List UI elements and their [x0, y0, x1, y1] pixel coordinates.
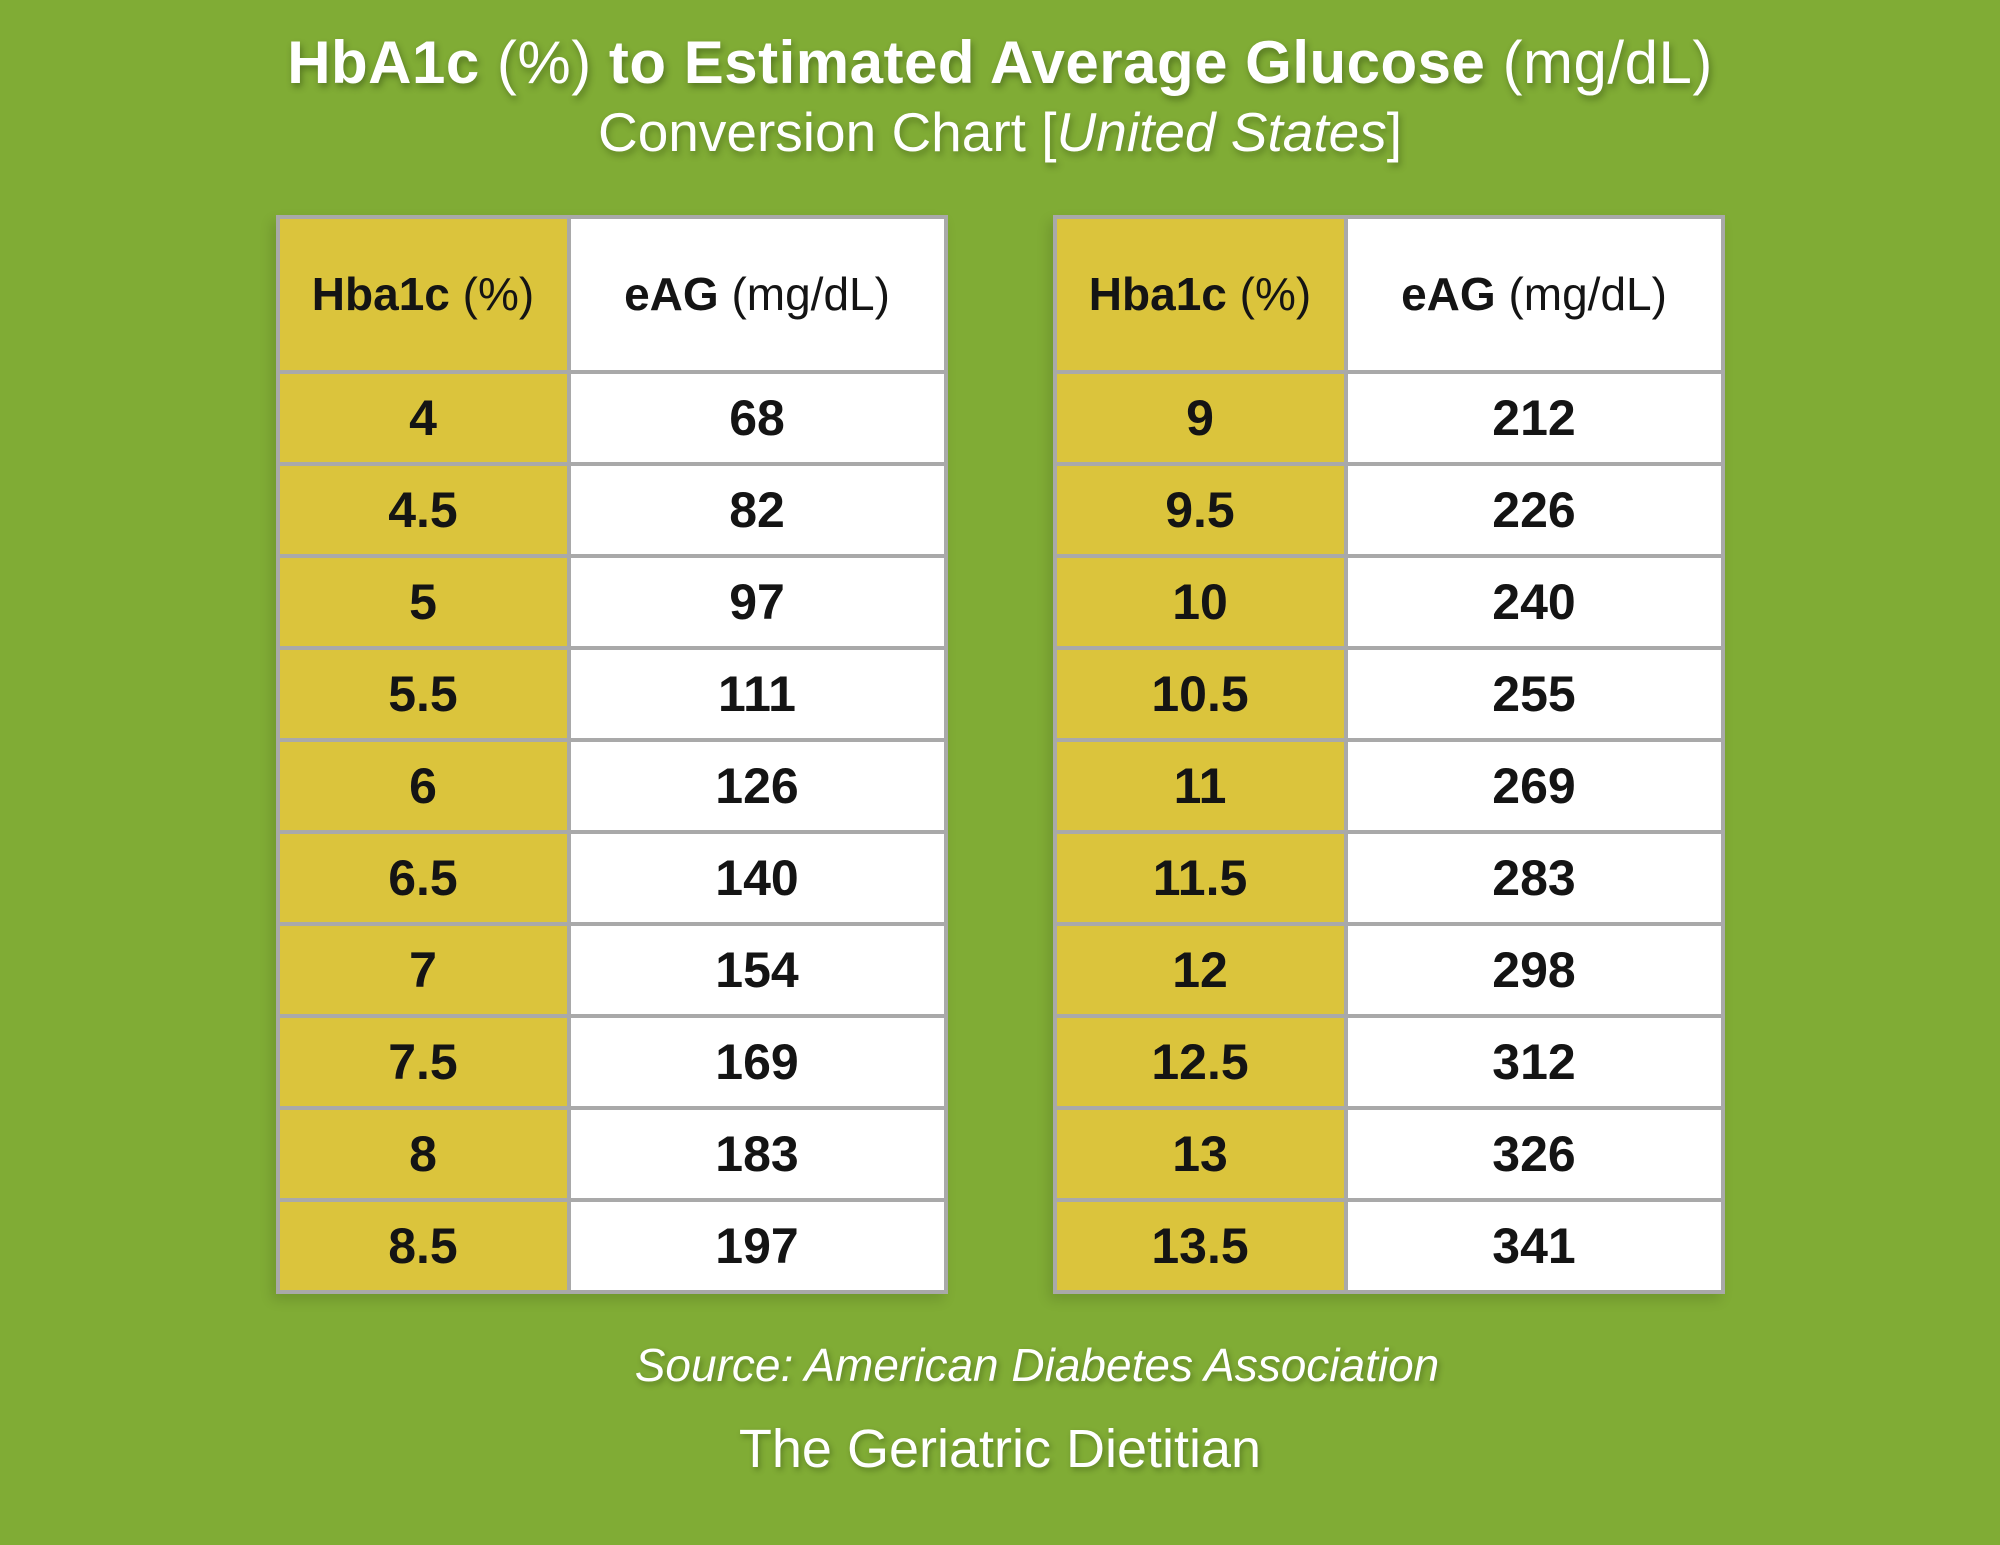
table-row: 8.5 197 — [275, 1197, 948, 1294]
eag-value-cell: 183 — [566, 1105, 948, 1202]
table-row: 9 212 — [1052, 369, 1725, 466]
hba1c-value-cell: 13 — [1052, 1105, 1348, 1202]
hba1c-value-cell: 9 — [1052, 369, 1348, 466]
table-row: 8 183 — [275, 1105, 948, 1202]
table-row: 11.5 283 — [1052, 829, 1725, 926]
table-header-row: Hba1c (%) eAG (mg/dL) — [275, 214, 948, 374]
table-body-right: 9 212 9.5 226 10 240 10.5 255 11 269 11.5 283 12 298 1… — [1052, 369, 1725, 1294]
header-eag: eAG (mg/dL) — [1343, 214, 1725, 374]
table-row: 4.5 82 — [275, 461, 948, 558]
eag-value-cell: 326 — [1343, 1105, 1725, 1202]
table-row: 11 269 — [1052, 737, 1725, 834]
eag-value-cell: 269 — [1343, 737, 1725, 834]
eag-value-cell: 283 — [1343, 829, 1725, 926]
table-row: 4 68 — [275, 369, 948, 466]
eag-value-cell: 197 — [566, 1197, 948, 1294]
title-unit-1: (%) — [496, 29, 592, 96]
header-hba1c: Hba1c (%) — [275, 214, 571, 374]
source-text: Source: American Diabetes Association — [635, 1338, 1440, 1392]
eag-value-cell: 97 — [566, 553, 948, 650]
table-row: 6 126 — [275, 737, 948, 834]
header-hba1c: Hba1c (%) — [1052, 214, 1348, 374]
hba1c-value-cell: 10.5 — [1052, 645, 1348, 742]
title-unit-2: (mg/dL) — [1502, 29, 1713, 96]
table-row: 10 240 — [1052, 553, 1725, 650]
eag-value-cell: 111 — [566, 645, 948, 742]
header-eag-label: eAG — [1401, 268, 1496, 321]
source-label: Source: American Diabetes Association — [634, 1338, 1440, 1391]
hba1c-value-cell: 13.5 — [1052, 1197, 1348, 1294]
eag-value-cell: 240 — [1343, 553, 1725, 650]
eag-value-cell: 341 — [1343, 1197, 1725, 1294]
table-row: 7 154 — [275, 921, 948, 1018]
hba1c-value-cell: 9.5 — [1052, 461, 1348, 558]
brand-text: The Geriatric Dietitian — [739, 1418, 1261, 1480]
title-main-1: HbA1c — [287, 29, 480, 96]
eag-value-cell: 312 — [1343, 1013, 1725, 1110]
hba1c-value-cell: 4.5 — [275, 461, 571, 558]
hba1c-value-cell: 11.5 — [1052, 829, 1348, 926]
brand-label: The Geriatric Dietitian — [738, 1418, 1262, 1479]
hba1c-value-cell: 12 — [1052, 921, 1348, 1018]
eag-value-cell: 154 — [566, 921, 948, 1018]
subtitle-post: ] — [1386, 101, 1402, 163]
conversion-table-left: Hba1c (%) eAG (mg/dL) 4 68 4.5 82 5 97 5.5 111 6… — [275, 214, 948, 1294]
hba1c-value-cell: 7.5 — [275, 1013, 571, 1110]
header-eag-unit: (mg/dL) — [731, 268, 890, 321]
eag-value-cell: 226 — [1343, 461, 1725, 558]
header-hba1c-unit: (%) — [462, 268, 535, 321]
table-row: 9.5 226 — [1052, 461, 1725, 558]
header-eag-unit: (mg/dL) — [1508, 268, 1667, 321]
header-hba1c-label: Hba1c — [1088, 268, 1227, 321]
eag-value-cell: 140 — [566, 829, 948, 926]
table-row: 12.5 312 — [1052, 1013, 1725, 1110]
header-hba1c-label: Hba1c — [311, 268, 450, 321]
title-main-2: to Estimated Average Glucose — [608, 29, 1486, 96]
hba1c-value-cell: 8.5 — [275, 1197, 571, 1294]
hba1c-value-cell: 8 — [275, 1105, 571, 1202]
eag-value-cell: 68 — [566, 369, 948, 466]
conversion-tables: Hba1c (%) eAG (mg/dL) 4 68 4.5 82 5 97 5.5 111 6… — [275, 214, 1725, 1294]
table-header-row: Hba1c (%) eAG (mg/dL) — [1052, 214, 1725, 374]
subtitle-italic: United States — [1056, 101, 1387, 163]
table-body-left: 4 68 4.5 82 5 97 5.5 111 6 126 6.5 140 7 154 7.5 169 8 18… — [275, 369, 948, 1294]
hba1c-value-cell: 5.5 — [275, 645, 571, 742]
table-row: 6.5 140 — [275, 829, 948, 926]
header-hba1c-unit: (%) — [1239, 268, 1312, 321]
table-row: 10.5 255 — [1052, 645, 1725, 742]
hba1c-value-cell: 6.5 — [275, 829, 571, 926]
hba1c-value-cell: 7 — [275, 921, 571, 1018]
hba1c-value-cell: 11 — [1052, 737, 1348, 834]
table-row: 5 97 — [275, 553, 948, 650]
header-eag-label: eAG — [624, 268, 719, 321]
eag-value-cell: 255 — [1343, 645, 1725, 742]
eag-value-cell: 126 — [566, 737, 948, 834]
eag-value-cell: 82 — [566, 461, 948, 558]
hba1c-value-cell: 5 — [275, 553, 571, 650]
hba1c-value-cell: 10 — [1052, 553, 1348, 650]
hba1c-value-cell: 4 — [275, 369, 571, 466]
table-row: 12 298 — [1052, 921, 1725, 1018]
header-eag: eAG (mg/dL) — [566, 214, 948, 374]
page-title: HbA1c (%) to Estimated Average Glucose (… — [287, 30, 1713, 96]
table-row: 5.5 111 — [275, 645, 948, 742]
conversion-table-right: Hba1c (%) eAG (mg/dL) 9 212 9.5 226 10 240 10.… — [1052, 214, 1725, 1294]
eag-value-cell: 298 — [1343, 921, 1725, 1018]
eag-value-cell: 212 — [1343, 369, 1725, 466]
page-subtitle: Conversion Chart [United States] — [597, 101, 1402, 163]
subtitle-pre: Conversion Chart [ — [597, 101, 1057, 163]
table-row: 13 326 — [1052, 1105, 1725, 1202]
table-row: 13.5 341 — [1052, 1197, 1725, 1294]
eag-value-cell: 169 — [566, 1013, 948, 1110]
hba1c-value-cell: 6 — [275, 737, 571, 834]
table-row: 7.5 169 — [275, 1013, 948, 1110]
hba1c-value-cell: 12.5 — [1052, 1013, 1348, 1110]
